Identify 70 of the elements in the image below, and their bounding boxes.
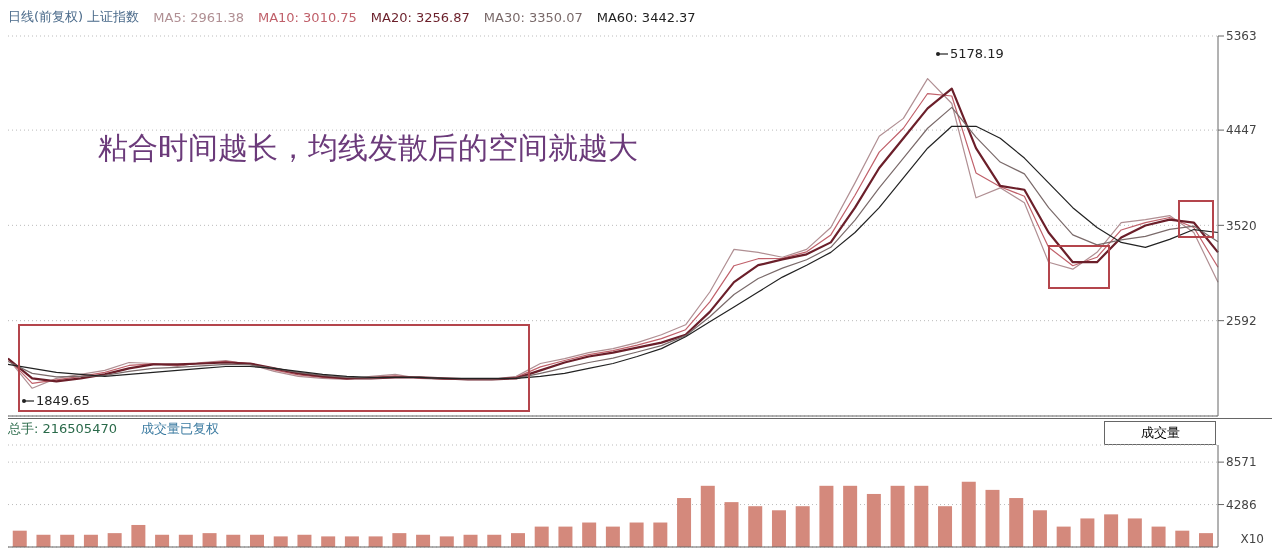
bar — [107, 533, 122, 547]
bar — [202, 533, 217, 547]
y-tick-label: 4447 — [1226, 123, 1257, 138]
text: 成交量 — [1104, 421, 1216, 445]
bar — [131, 524, 146, 547]
bar — [273, 536, 288, 547]
bar — [795, 506, 810, 547]
bar — [843, 485, 858, 547]
bar — [771, 510, 786, 547]
bar — [487, 534, 502, 547]
chart-subtitle: 总手: 216505470 — [8, 420, 117, 438]
bar — [1009, 498, 1024, 547]
text: MA20: 3256.87 — [370, 9, 470, 25]
bar — [700, 485, 715, 547]
bar — [534, 526, 549, 547]
annotation: 5178.19 — [950, 46, 1004, 61]
bar — [83, 534, 98, 547]
bar — [344, 536, 359, 547]
bar — [1175, 530, 1190, 547]
bar — [392, 533, 407, 547]
bar — [439, 536, 454, 547]
y-tick-label: 8571 — [1226, 455, 1257, 470]
bar — [938, 506, 953, 547]
annotation: 粘合时间越长，均线发散后的空间就越大 — [98, 129, 638, 167]
y-axis-title: X10 — [1240, 532, 1264, 546]
bar — [416, 534, 431, 547]
y-tick-label: 3520 — [1226, 218, 1257, 233]
text: MA5: 2961.38 — [153, 9, 244, 25]
text: MA30: 3350.07 — [483, 9, 583, 25]
bar — [961, 481, 976, 547]
bar — [582, 522, 597, 547]
bar — [1127, 518, 1142, 547]
chart-subtitle: 日线(前复权) 上证指数 — [8, 8, 140, 26]
bar — [60, 534, 75, 547]
bar — [178, 534, 193, 547]
bar — [653, 522, 668, 547]
y-tick-label: 5363 — [1226, 29, 1257, 44]
annotation: 1849.65 — [36, 393, 90, 408]
bar — [558, 526, 573, 547]
text: 成交量已复权 — [140, 420, 219, 438]
bar — [297, 534, 312, 547]
text: MA10: 3010.75 — [257, 9, 357, 25]
bar — [748, 506, 763, 547]
bar — [1080, 518, 1095, 547]
bar — [1032, 510, 1047, 547]
text: MA60: 3442.37 — [596, 9, 696, 25]
bar — [985, 489, 1000, 547]
bar — [890, 485, 905, 547]
bar — [629, 522, 644, 547]
bar — [12, 530, 27, 547]
bar — [1104, 514, 1119, 547]
bar — [1199, 533, 1214, 547]
bar — [605, 526, 620, 547]
y-tick-label: 2592 — [1226, 313, 1257, 328]
y-tick-label: 4286 — [1226, 497, 1257, 512]
bar — [1151, 526, 1166, 547]
bar — [510, 533, 525, 547]
bar — [819, 485, 834, 547]
bar — [463, 534, 478, 547]
bar — [226, 534, 241, 547]
bar — [36, 534, 51, 547]
bar — [321, 536, 336, 547]
bar — [1056, 526, 1071, 547]
bar — [724, 502, 739, 547]
bar — [368, 536, 383, 547]
bar — [866, 493, 881, 547]
bar — [155, 534, 170, 547]
bar — [914, 485, 929, 547]
bar — [677, 498, 692, 547]
bar — [250, 534, 264, 547]
